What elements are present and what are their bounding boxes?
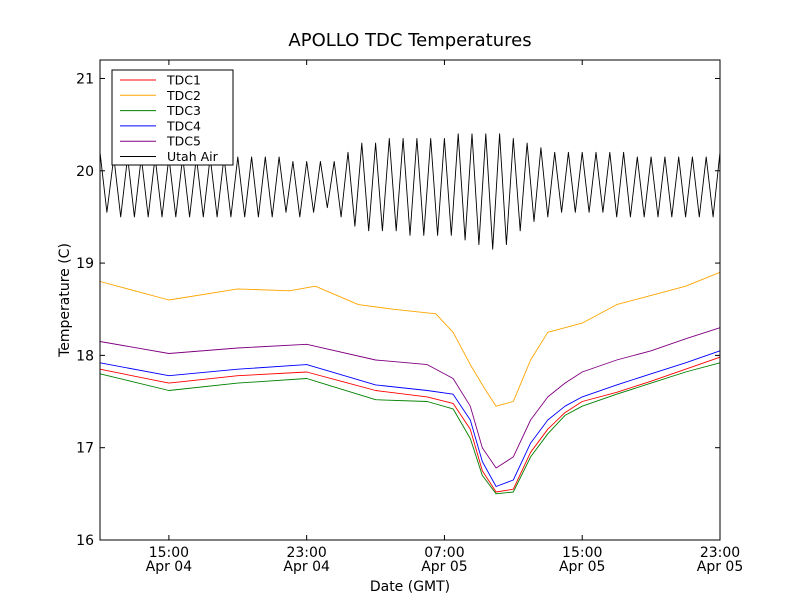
x-tick-date-label: Apr 04 [283,559,330,575]
series-line-tdc4 [99,350,721,487]
legend-box [111,69,234,166]
series-layer [99,133,721,495]
y-tick-label: 18 [76,348,94,364]
y-axis-label: Temperature (C) [57,243,73,358]
x-tick-time-label: 23:00 [700,545,740,561]
y-tick-label: 21 [76,71,94,87]
legend-label: TDC5 [166,134,201,149]
series-line-tdc5 [99,327,721,469]
y-tick-label: 20 [76,164,94,180]
x-axis-label: Date (GMT) [370,579,450,595]
legend-label: Utah Air [167,149,219,164]
series-line-tdc1 [99,356,721,493]
chart-title: APOLLO TDC Temperatures [288,30,531,51]
x-tick-time-label: 15:00 [562,545,602,561]
x-tick-time-label: 23:00 [286,545,326,561]
series-line-tdc3 [99,362,721,495]
legend-label: TDC1 [166,73,201,88]
plot-frame [99,59,721,541]
series-line-utah-air [99,133,721,250]
x-tick-time-label: 15:00 [149,545,189,561]
x-tick-date-label: Apr 05 [421,559,467,575]
legend-label: TDC2 [166,88,201,103]
legend-label: TDC3 [166,103,201,118]
x-tick-date-label: Apr 04 [146,559,193,575]
x-tick-date-label: Apr 05 [559,559,605,575]
legend-label: TDC4 [166,118,201,133]
x-tick-date-label: Apr 05 [697,559,743,575]
y-tick-label: 17 [76,441,94,457]
y-tick-label: 19 [76,256,94,272]
y-tick-label: 16 [76,533,94,549]
x-tick-time-label: 07:00 [424,545,464,561]
series-line-tdc2 [99,271,721,407]
